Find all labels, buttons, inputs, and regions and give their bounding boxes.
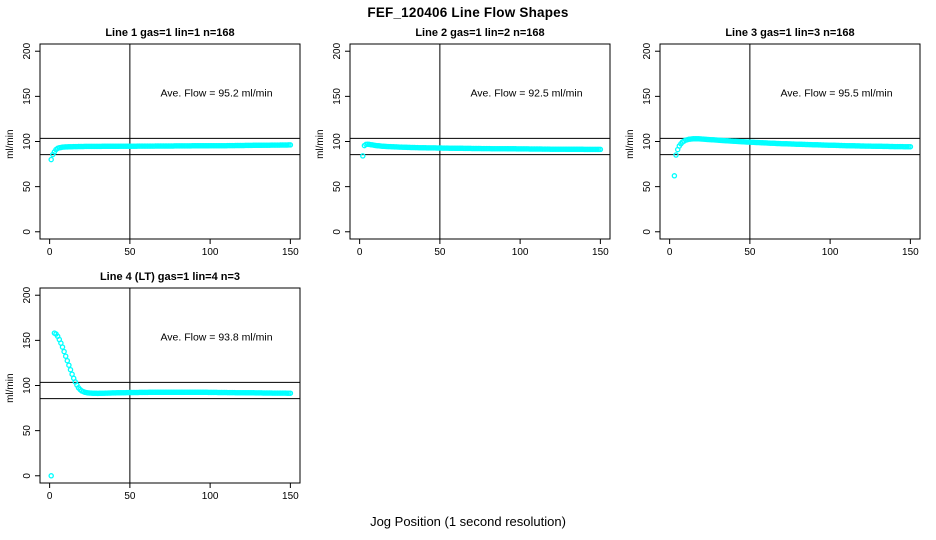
x-tick-label: 0 bbox=[47, 247, 53, 258]
flow-points bbox=[48, 142, 294, 163]
panel-title: Line 3 gas=1 lin=3 n=168 bbox=[725, 27, 854, 39]
panel-title: Line 2 gas=1 lin=2 n=168 bbox=[415, 27, 544, 39]
x-tick-label: 50 bbox=[124, 491, 136, 502]
x-tick-label: 50 bbox=[744, 247, 756, 258]
y-tick-label: 150 bbox=[642, 88, 653, 105]
x-tick-label: 100 bbox=[512, 247, 529, 258]
data-point bbox=[67, 366, 74, 373]
x-tick-label: 150 bbox=[282, 491, 299, 502]
data-point bbox=[671, 173, 678, 179]
flow-panel-svg: Line 1 gas=1 lin=1 n=168 0 50 100 150 0 50 100 1… bbox=[5, 27, 301, 258]
y-tick-label: 50 bbox=[22, 181, 33, 193]
plot-box bbox=[39, 43, 301, 240]
y-tick-label: 200 bbox=[22, 42, 33, 59]
y-tick-label: 0 bbox=[22, 473, 33, 479]
y-tick-label: 50 bbox=[332, 181, 343, 193]
x-tick-label: 50 bbox=[434, 247, 446, 258]
y-tick-label: 200 bbox=[332, 42, 343, 59]
x-tick-label: 0 bbox=[667, 247, 673, 258]
flow-panel-svg: Line 4 (LT) gas=1 lin=4 n=3 0 50 100 150 0 50 1… bbox=[5, 271, 301, 502]
x-tick-label: 100 bbox=[822, 247, 839, 258]
figure-x-axis-label: Jog Position (1 second resolution) bbox=[370, 514, 566, 529]
panel-title: Line 4 (LT) gas=1 lin=4 n=3 bbox=[100, 271, 240, 283]
x-tick-label: 100 bbox=[202, 247, 219, 258]
y-tick-label: 0 bbox=[332, 229, 343, 235]
y-axis-label: ml/min bbox=[315, 129, 326, 158]
plot-box bbox=[349, 43, 611, 240]
data-point bbox=[673, 152, 679, 158]
data-point bbox=[907, 143, 914, 150]
data-point bbox=[64, 357, 71, 364]
panel-title: Line 1 gas=1 lin=1 n=168 bbox=[105, 27, 234, 39]
flow-panel-svg: Line 2 gas=1 lin=2 n=168 0 50 100 150 0 50 100 1… bbox=[315, 27, 611, 258]
y-tick-label: 50 bbox=[642, 181, 653, 193]
y-tick-label: 150 bbox=[332, 88, 343, 105]
y-tick-label: 150 bbox=[22, 88, 33, 105]
data-point bbox=[597, 146, 604, 153]
flow-panel: Line 1 gas=1 lin=1 n=168 0 50 100 150 0 50 100 1… bbox=[2, 22, 310, 273]
y-tick-label: 200 bbox=[22, 286, 33, 303]
figure-main-title: FEF_120406 Line Flow Shapes bbox=[367, 5, 569, 20]
y-tick-label: 150 bbox=[22, 332, 33, 349]
x-tick-label: 150 bbox=[592, 247, 609, 258]
flow-points bbox=[671, 136, 914, 179]
flow-panel-svg: Line 3 gas=1 lin=3 n=168 0 50 100 150 0 50 100 1… bbox=[625, 27, 921, 258]
data-point bbox=[62, 353, 69, 359]
flow-panel: Line 3 gas=1 lin=3 n=168 0 50 100 150 0 50 100 1… bbox=[622, 22, 930, 273]
y-axis-label: ml/min bbox=[625, 129, 636, 158]
y-tick-label: 100 bbox=[22, 377, 33, 394]
ave-flow-annotation: Ave. Flow = 92.5 ml/min bbox=[470, 87, 582, 99]
x-tick-label: 150 bbox=[902, 247, 919, 258]
y-tick-label: 100 bbox=[642, 133, 653, 150]
y-tick-label: 0 bbox=[22, 229, 33, 235]
y-tick-label: 200 bbox=[642, 42, 653, 59]
data-point bbox=[59, 344, 66, 350]
ave-flow-annotation: Ave. Flow = 93.8 ml/min bbox=[160, 331, 272, 343]
y-tick-label: 100 bbox=[22, 133, 33, 150]
x-tick-label: 100 bbox=[202, 491, 219, 502]
ave-flow-annotation: Ave. Flow = 95.5 ml/min bbox=[780, 87, 892, 99]
y-tick-label: 50 bbox=[22, 425, 33, 437]
x-tick-label: 0 bbox=[47, 491, 53, 502]
flow-panel: Line 2 gas=1 lin=2 n=168 0 50 100 150 0 50 100 1… bbox=[312, 22, 620, 273]
flow-points bbox=[48, 330, 294, 479]
y-axis-label: ml/min bbox=[5, 373, 16, 402]
ave-flow-annotation: Ave. Flow = 95.2 ml/min bbox=[160, 87, 272, 99]
x-tick-label: 50 bbox=[124, 247, 136, 258]
data-point bbox=[287, 142, 294, 148]
flow-points bbox=[360, 141, 604, 159]
data-point bbox=[61, 348, 67, 355]
data-point bbox=[48, 473, 54, 479]
y-tick-label: 100 bbox=[332, 133, 343, 150]
data-point bbox=[48, 156, 54, 163]
x-tick-label: 150 bbox=[282, 247, 299, 258]
data-point bbox=[66, 362, 72, 368]
data-point bbox=[287, 390, 294, 396]
data-point bbox=[360, 153, 366, 159]
y-tick-label: 0 bbox=[642, 229, 653, 235]
y-axis-label: ml/min bbox=[5, 129, 16, 158]
flow-panel: Line 4 (LT) gas=1 lin=4 n=3 0 50 100 150 0 50 1… bbox=[2, 266, 310, 517]
x-tick-label: 0 bbox=[357, 247, 363, 258]
